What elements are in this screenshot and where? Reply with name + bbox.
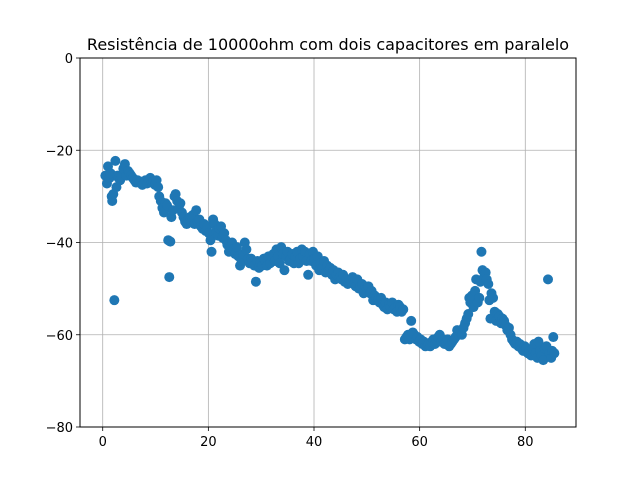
data-point bbox=[538, 355, 549, 366]
y-tick-label: −60 bbox=[46, 329, 73, 344]
y-tick-label: 0 bbox=[65, 52, 73, 67]
y-axis-ticks: 0 −20 −40 −60 −80 bbox=[46, 52, 80, 436]
x-axis-ticks: 0 20 40 60 80 bbox=[99, 427, 534, 450]
data-point bbox=[231, 242, 242, 253]
data-point bbox=[533, 336, 544, 347]
data-point bbox=[175, 198, 186, 209]
data-point bbox=[476, 246, 487, 257]
data-point bbox=[488, 292, 499, 303]
data-point bbox=[474, 292, 485, 303]
x-tick-label: 80 bbox=[517, 435, 534, 450]
chart-title: Resistência de 10000ohm com dois capacit… bbox=[87, 35, 569, 54]
data-point bbox=[483, 279, 494, 290]
y-tick-label: −20 bbox=[46, 144, 73, 159]
data-point bbox=[241, 244, 252, 255]
data-point bbox=[463, 308, 474, 319]
data-points bbox=[100, 155, 560, 366]
x-tick-label: 60 bbox=[411, 435, 428, 450]
data-point bbox=[110, 155, 121, 166]
data-point bbox=[205, 235, 216, 246]
data-point bbox=[109, 295, 120, 306]
data-point bbox=[164, 272, 175, 283]
data-point bbox=[153, 182, 164, 193]
y-tick-label: −80 bbox=[46, 421, 73, 436]
x-tick-label: 20 bbox=[200, 435, 217, 450]
data-point bbox=[549, 348, 560, 359]
data-point bbox=[543, 274, 554, 285]
x-tick-label: 40 bbox=[306, 435, 323, 450]
data-point bbox=[206, 246, 217, 257]
data-point bbox=[303, 269, 314, 280]
data-point bbox=[250, 276, 261, 287]
data-point bbox=[548, 332, 559, 343]
data-point bbox=[165, 236, 176, 247]
data-point bbox=[279, 265, 290, 276]
data-point bbox=[191, 205, 202, 216]
x-tick-label: 0 bbox=[99, 435, 107, 450]
y-tick-label: −40 bbox=[46, 237, 73, 252]
data-point bbox=[398, 304, 409, 315]
data-point bbox=[406, 315, 417, 326]
